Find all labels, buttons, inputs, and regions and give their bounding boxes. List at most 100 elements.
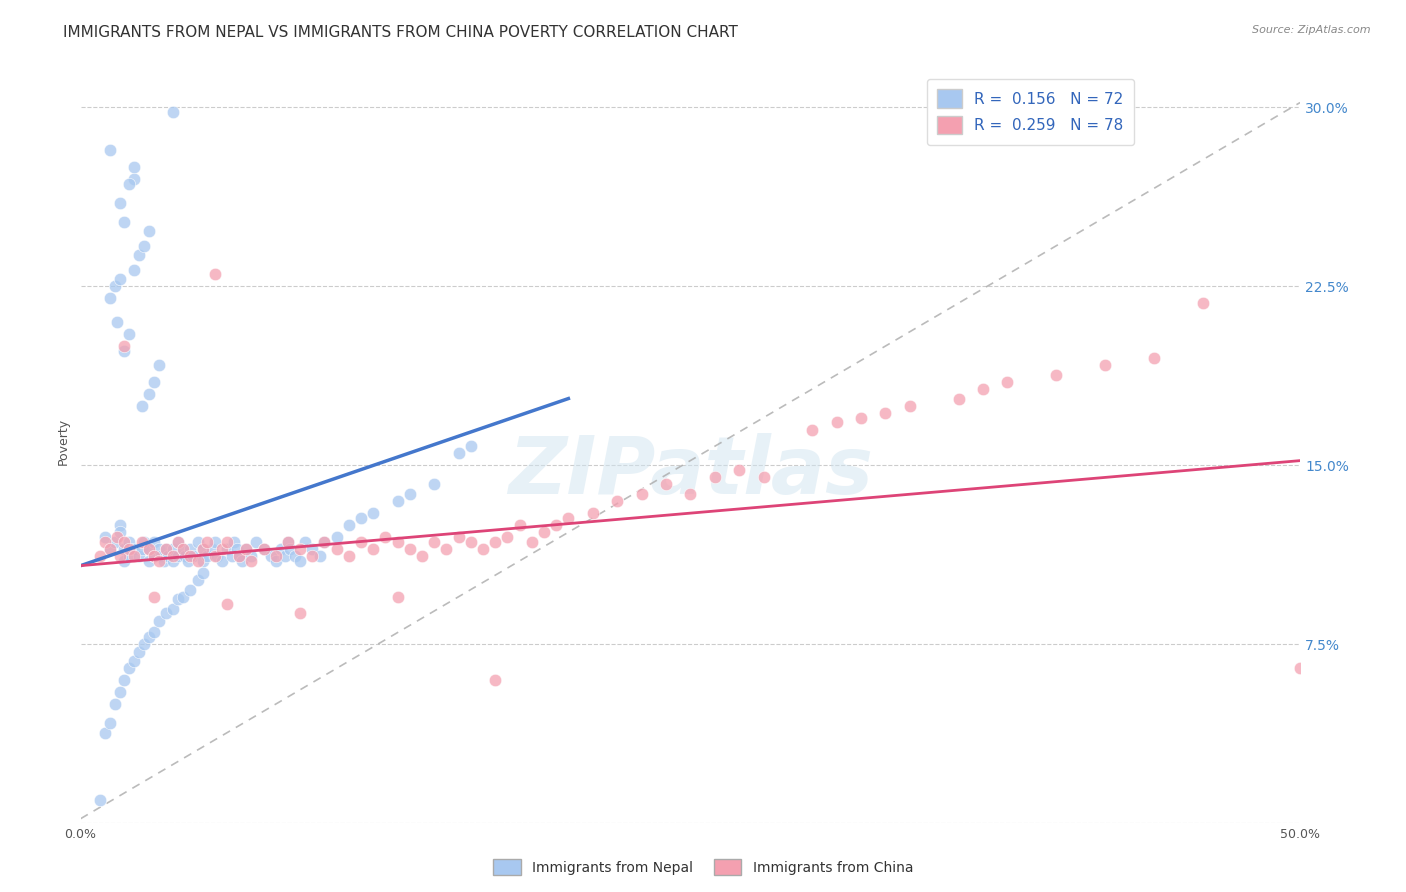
- Point: [496, 530, 519, 544]
- Point: [148, 541, 170, 556]
- Point: [308, 549, 330, 563]
- Point: [148, 554, 170, 568]
- Point: [167, 549, 190, 563]
- Point: [252, 541, 274, 556]
- Point: [108, 685, 131, 699]
- Point: [142, 534, 165, 549]
- Point: [172, 590, 194, 604]
- Point: [436, 541, 458, 556]
- Point: [252, 541, 274, 556]
- Point: [752, 470, 775, 484]
- Point: [447, 530, 470, 544]
- Point: [703, 470, 725, 484]
- Point: [399, 541, 422, 556]
- Point: [240, 549, 263, 563]
- Point: [142, 625, 165, 640]
- Point: [264, 554, 287, 568]
- Point: [122, 541, 145, 556]
- Point: [215, 534, 238, 549]
- Point: [484, 673, 506, 688]
- Point: [361, 506, 384, 520]
- Point: [205, 549, 228, 563]
- Y-axis label: Poverty: Poverty: [58, 418, 70, 465]
- Point: [132, 534, 155, 549]
- Point: [105, 315, 128, 329]
- Point: [825, 416, 848, 430]
- Point: [655, 477, 678, 491]
- Text: Source: ZipAtlas.com: Source: ZipAtlas.com: [1253, 25, 1371, 35]
- Point: [179, 541, 201, 556]
- Point: [98, 541, 121, 556]
- Point: [167, 534, 190, 549]
- Point: [131, 399, 153, 413]
- Point: [423, 477, 446, 491]
- Point: [118, 327, 141, 342]
- Point: [128, 248, 150, 262]
- Point: [187, 554, 209, 568]
- Point: [89, 549, 111, 563]
- Point: [172, 541, 194, 556]
- Point: [108, 272, 131, 286]
- Point: [138, 224, 160, 238]
- Point: [155, 541, 177, 556]
- Point: [264, 549, 287, 563]
- Point: [179, 549, 201, 563]
- Point: [1289, 661, 1312, 675]
- Point: [122, 549, 145, 563]
- Point: [167, 592, 190, 607]
- Point: [128, 549, 150, 563]
- Point: [399, 487, 422, 501]
- Point: [98, 716, 121, 731]
- Point: [849, 410, 872, 425]
- Point: [94, 530, 117, 544]
- Point: [204, 534, 226, 549]
- Point: [546, 518, 568, 533]
- Point: [260, 549, 283, 563]
- Point: [350, 534, 373, 549]
- Point: [138, 386, 160, 401]
- Point: [162, 601, 184, 615]
- Point: [387, 590, 409, 604]
- Point: [533, 525, 555, 540]
- Point: [152, 554, 174, 568]
- Point: [284, 549, 307, 563]
- Point: [191, 554, 214, 568]
- Point: [423, 534, 446, 549]
- Point: [997, 375, 1019, 389]
- Point: [138, 541, 160, 556]
- Point: [162, 549, 184, 563]
- Point: [142, 549, 165, 563]
- Point: [181, 549, 204, 563]
- Point: [128, 644, 150, 658]
- Point: [361, 541, 384, 556]
- Point: [484, 534, 506, 549]
- Point: [472, 541, 495, 556]
- Point: [138, 541, 160, 556]
- Point: [172, 541, 194, 556]
- Point: [177, 554, 200, 568]
- Point: [294, 534, 316, 549]
- Point: [132, 637, 155, 651]
- Point: [114, 554, 136, 568]
- Point: [972, 382, 994, 396]
- Point: [108, 525, 131, 540]
- Point: [122, 172, 145, 186]
- Point: [131, 541, 153, 556]
- Point: [274, 549, 297, 563]
- Point: [1045, 368, 1067, 382]
- Point: [122, 160, 145, 174]
- Point: [150, 549, 173, 563]
- Point: [118, 661, 141, 675]
- Point: [314, 534, 336, 549]
- Point: [1143, 351, 1166, 365]
- Point: [104, 534, 127, 549]
- Point: [98, 541, 121, 556]
- Point: [314, 534, 336, 549]
- Point: [191, 541, 214, 556]
- Point: [270, 541, 292, 556]
- Point: [118, 177, 141, 191]
- Legend: R =  0.156   N = 72, R =  0.259   N = 78: R = 0.156 N = 72, R = 0.259 N = 78: [927, 78, 1133, 145]
- Point: [228, 549, 250, 563]
- Legend: Immigrants from Nepal, Immigrants from China: Immigrants from Nepal, Immigrants from C…: [488, 854, 918, 880]
- Point: [174, 549, 197, 563]
